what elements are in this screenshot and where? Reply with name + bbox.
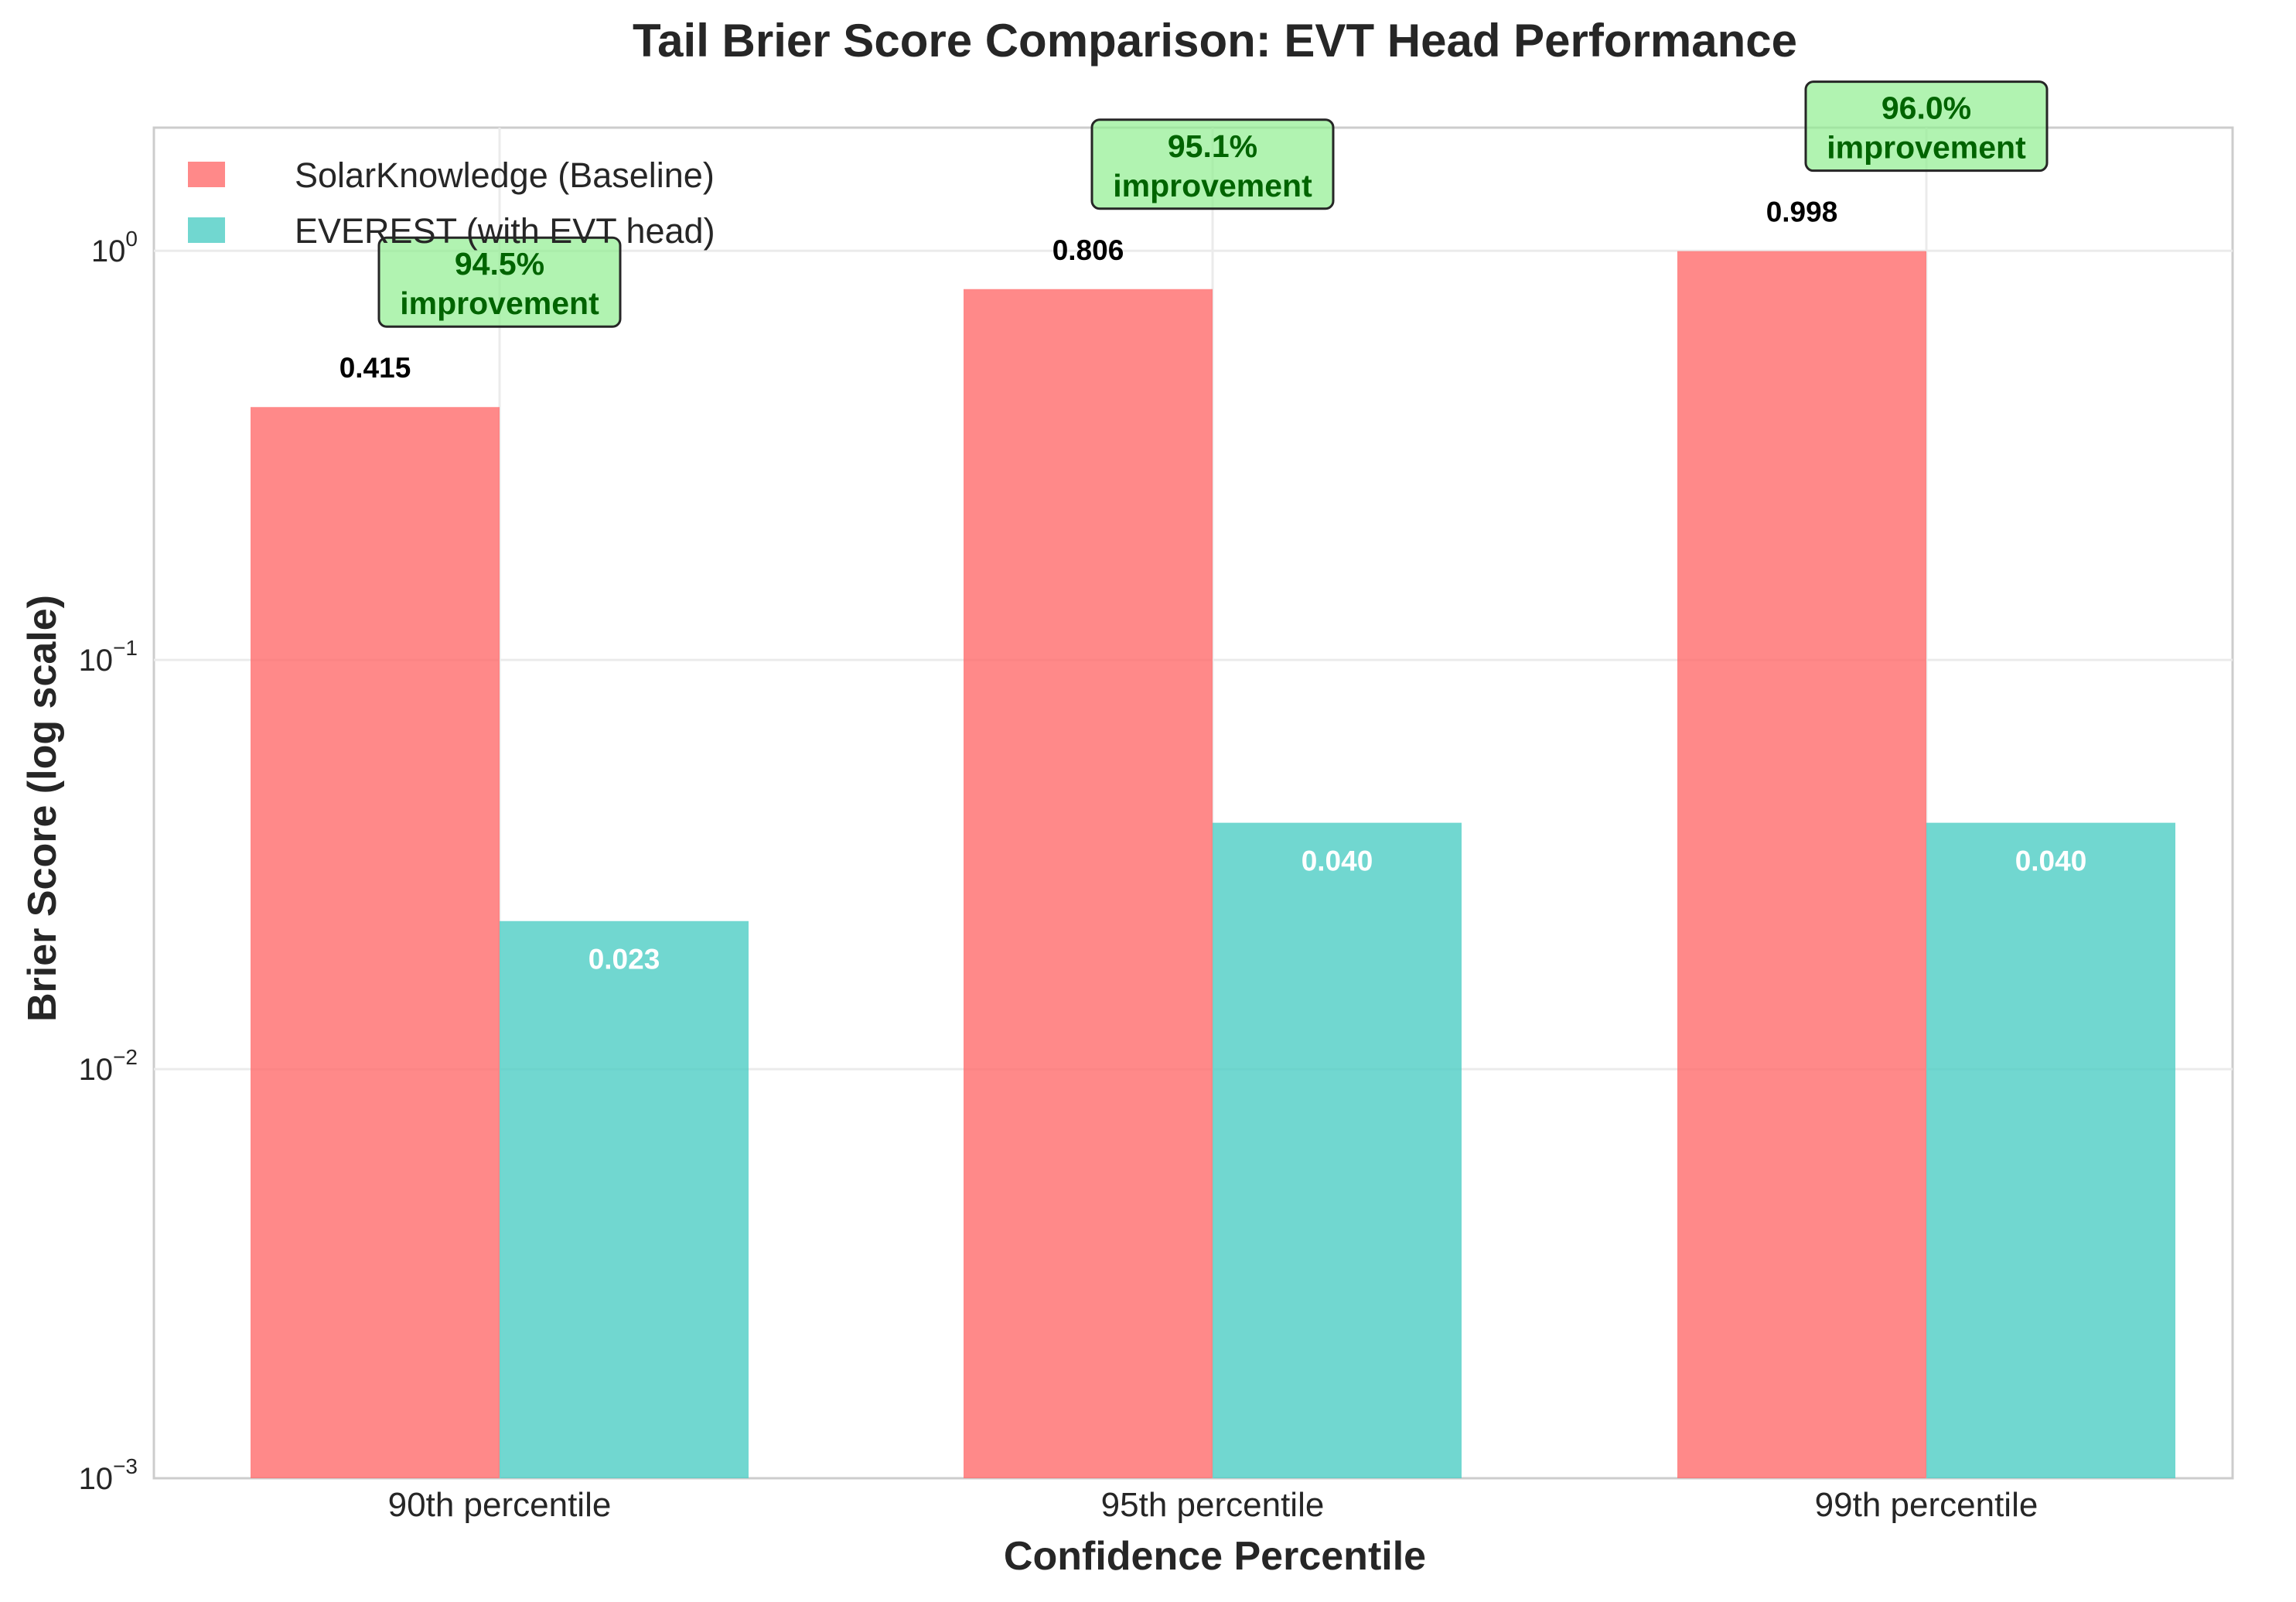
y-tick-label: 100	[91, 227, 138, 268]
y-tick-label: 10−2	[79, 1045, 138, 1087]
improvement-annotation: 95.1% improvement	[1090, 118, 1335, 210]
x-tick-label: 99th percentile	[1815, 1486, 2038, 1524]
annotation-caption: improvement	[400, 285, 599, 321]
y-axis-ticks: 10−3 10−2 10−1 100	[79, 227, 138, 1496]
legend-label-baseline: SolarKnowledge (Baseline)	[295, 155, 715, 195]
bar-baseline	[251, 407, 500, 1478]
bar-baseline	[964, 289, 1213, 1478]
bar-everest	[500, 921, 749, 1478]
chart-title: Tail Brier Score Comparison: EVT Head Pe…	[633, 15, 1797, 67]
bar-baseline	[1677, 251, 1926, 1479]
legend: SolarKnowledge (Baseline) EVEREST (with …	[188, 155, 715, 251]
improvement-annotation: 94.5%improvement	[377, 236, 622, 328]
legend-swatch-everest	[188, 217, 225, 243]
y-tick-label: 10−1	[79, 636, 138, 678]
bar-label-everest: 0.040	[2015, 845, 2087, 877]
y-tick-label: 10−3	[79, 1454, 138, 1496]
annotations: 94.5%improvement95.1%improvement96.0%imp…	[377, 80, 2049, 328]
bar-label-everest: 0.023	[588, 944, 660, 975]
annotation-percent: 95.1%	[1168, 128, 1257, 164]
bars	[251, 251, 2175, 1479]
annotation-caption: improvement	[1827, 130, 2026, 166]
bar-labels: 0.415 0.806 0.998 0.023 0.040 0.040	[339, 196, 2087, 975]
bar-label-everest: 0.040	[1302, 845, 1373, 877]
bar-label-baseline: 0.415	[339, 352, 411, 384]
legend-swatch-baseline	[188, 162, 225, 187]
x-tick-label: 95th percentile	[1101, 1486, 1325, 1524]
y-axis-label: Brier Score (log scale)	[20, 595, 65, 1022]
legend-label-everest: EVEREST (with EVT head)	[295, 211, 715, 251]
annotation-percent: 96.0%	[1881, 91, 1971, 126]
annotation-caption: improvement	[1113, 168, 1312, 203]
improvement-annotation: 96.0% improvement	[1804, 80, 2049, 172]
annotation-box	[1804, 80, 2049, 172]
x-tick-label: 90th percentile	[388, 1486, 612, 1524]
x-axis-label: Confidence Percentile	[1004, 1534, 1426, 1579]
annotation-box	[377, 236, 622, 328]
x-axis-ticks: 90th percentile 95th percentile 99th perce…	[388, 1486, 2038, 1524]
bar-everest	[1213, 822, 1462, 1478]
annotation-box	[1090, 118, 1335, 210]
bar-label-baseline: 0.998	[1766, 196, 1838, 228]
bar-label-baseline: 0.806	[1052, 234, 1124, 266]
annotation-percent: 94.5%	[455, 246, 544, 282]
bar-everest	[1926, 822, 2175, 1478]
